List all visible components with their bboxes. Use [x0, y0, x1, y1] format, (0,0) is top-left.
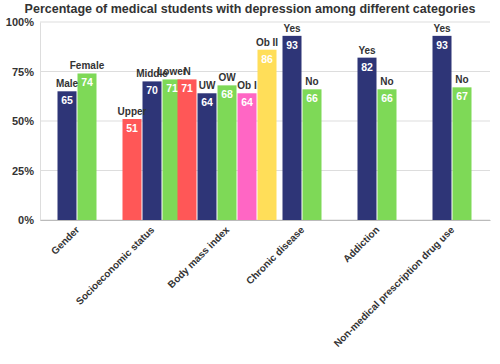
value-label: 67 — [456, 90, 468, 102]
value-label: 71 — [166, 82, 178, 94]
y-tick: 25% — [12, 165, 40, 177]
bar — [78, 73, 97, 220]
bar — [378, 89, 397, 220]
x-tick: Addiction — [341, 224, 381, 264]
bar-label: Ob II — [256, 37, 278, 48]
value-label: 70 — [146, 84, 158, 96]
y-tick-label: 50% — [12, 115, 34, 127]
x-tick: Socioeconomic status — [74, 224, 157, 307]
y-tick: 50% — [12, 115, 40, 127]
x-tick: Chronic disease — [244, 224, 307, 287]
x-tick-label: Gender — [49, 224, 82, 257]
bar-label: Yes — [433, 23, 451, 34]
value-label: 68 — [221, 88, 233, 100]
bar — [143, 81, 162, 220]
value-label: 93 — [436, 39, 448, 51]
value-label: 93 — [286, 39, 298, 51]
bar-label: No — [455, 74, 468, 85]
x-tick: Body mass index — [165, 224, 231, 290]
value-label: 65 — [61, 94, 73, 106]
y-tick: 0% — [18, 214, 40, 226]
value-label: 66 — [306, 92, 318, 104]
x-tick-label: Socioeconomic status — [74, 224, 157, 307]
x-axis-line — [41, 220, 491, 221]
bar-label: Yes — [283, 23, 301, 34]
y-tick: 75% — [12, 66, 40, 78]
bar — [198, 93, 217, 220]
bar — [58, 91, 77, 220]
title: Percentage of medical students with depr… — [25, 2, 476, 16]
bar — [283, 36, 302, 220]
chart: Percentage of medical students with depr… — [0, 0, 500, 364]
bar-label: UW — [199, 80, 216, 91]
bar — [178, 79, 197, 220]
bar — [303, 89, 322, 220]
y-axis-line — [40, 23, 41, 221]
y-tick-label: 100% — [6, 16, 34, 28]
grid — [40, 22, 490, 220]
value-label: 74 — [81, 76, 93, 88]
bar — [238, 93, 257, 220]
x-tick: Gender — [49, 224, 82, 257]
value-label: 64 — [241, 96, 253, 108]
bar-label: Female — [70, 60, 105, 71]
labels: 65Male74Female51Upper70Middle71Lower71N6… — [56, 23, 469, 134]
x-tick-label: Non-medical prescription drug use — [332, 224, 457, 349]
bar — [358, 58, 377, 220]
value-label: 64 — [201, 96, 213, 108]
bar — [123, 119, 142, 220]
bar — [433, 36, 452, 220]
x-tick-label: Body mass index — [165, 224, 231, 290]
y-tick: 100% — [6, 16, 40, 28]
bar-label: Yes — [358, 45, 376, 56]
value-label: 86 — [261, 53, 273, 65]
y-axis: 0% 25% 50% 75% 100% — [6, 16, 41, 226]
x-tick-label: Addiction — [341, 224, 381, 264]
bar-label: Ob I — [237, 80, 257, 91]
bar — [453, 87, 472, 220]
x-axis: GenderSocioeconomic statusBody mass inde… — [41, 221, 491, 349]
grid-line — [40, 22, 490, 23]
value-label: 51 — [126, 122, 138, 134]
x-tick: Non-medical prescription drug use — [332, 224, 457, 349]
bar-label: OW — [218, 72, 236, 83]
bar — [218, 85, 237, 220]
bars — [58, 36, 472, 220]
bar-label: Male — [56, 78, 79, 89]
value-label: 82 — [361, 61, 373, 73]
value-label: 71 — [181, 82, 193, 94]
bar-label: Upper — [118, 106, 147, 117]
bar — [258, 50, 277, 220]
bar-label: N — [183, 66, 190, 77]
value-label: 66 — [381, 92, 393, 104]
y-tick-label: 25% — [12, 165, 34, 177]
x-tick-label: Chronic disease — [244, 224, 307, 287]
y-tick-label: 0% — [18, 214, 34, 226]
y-tick-label: 75% — [12, 66, 34, 78]
bar-label: No — [305, 76, 318, 87]
bar-label: No — [380, 76, 393, 87]
